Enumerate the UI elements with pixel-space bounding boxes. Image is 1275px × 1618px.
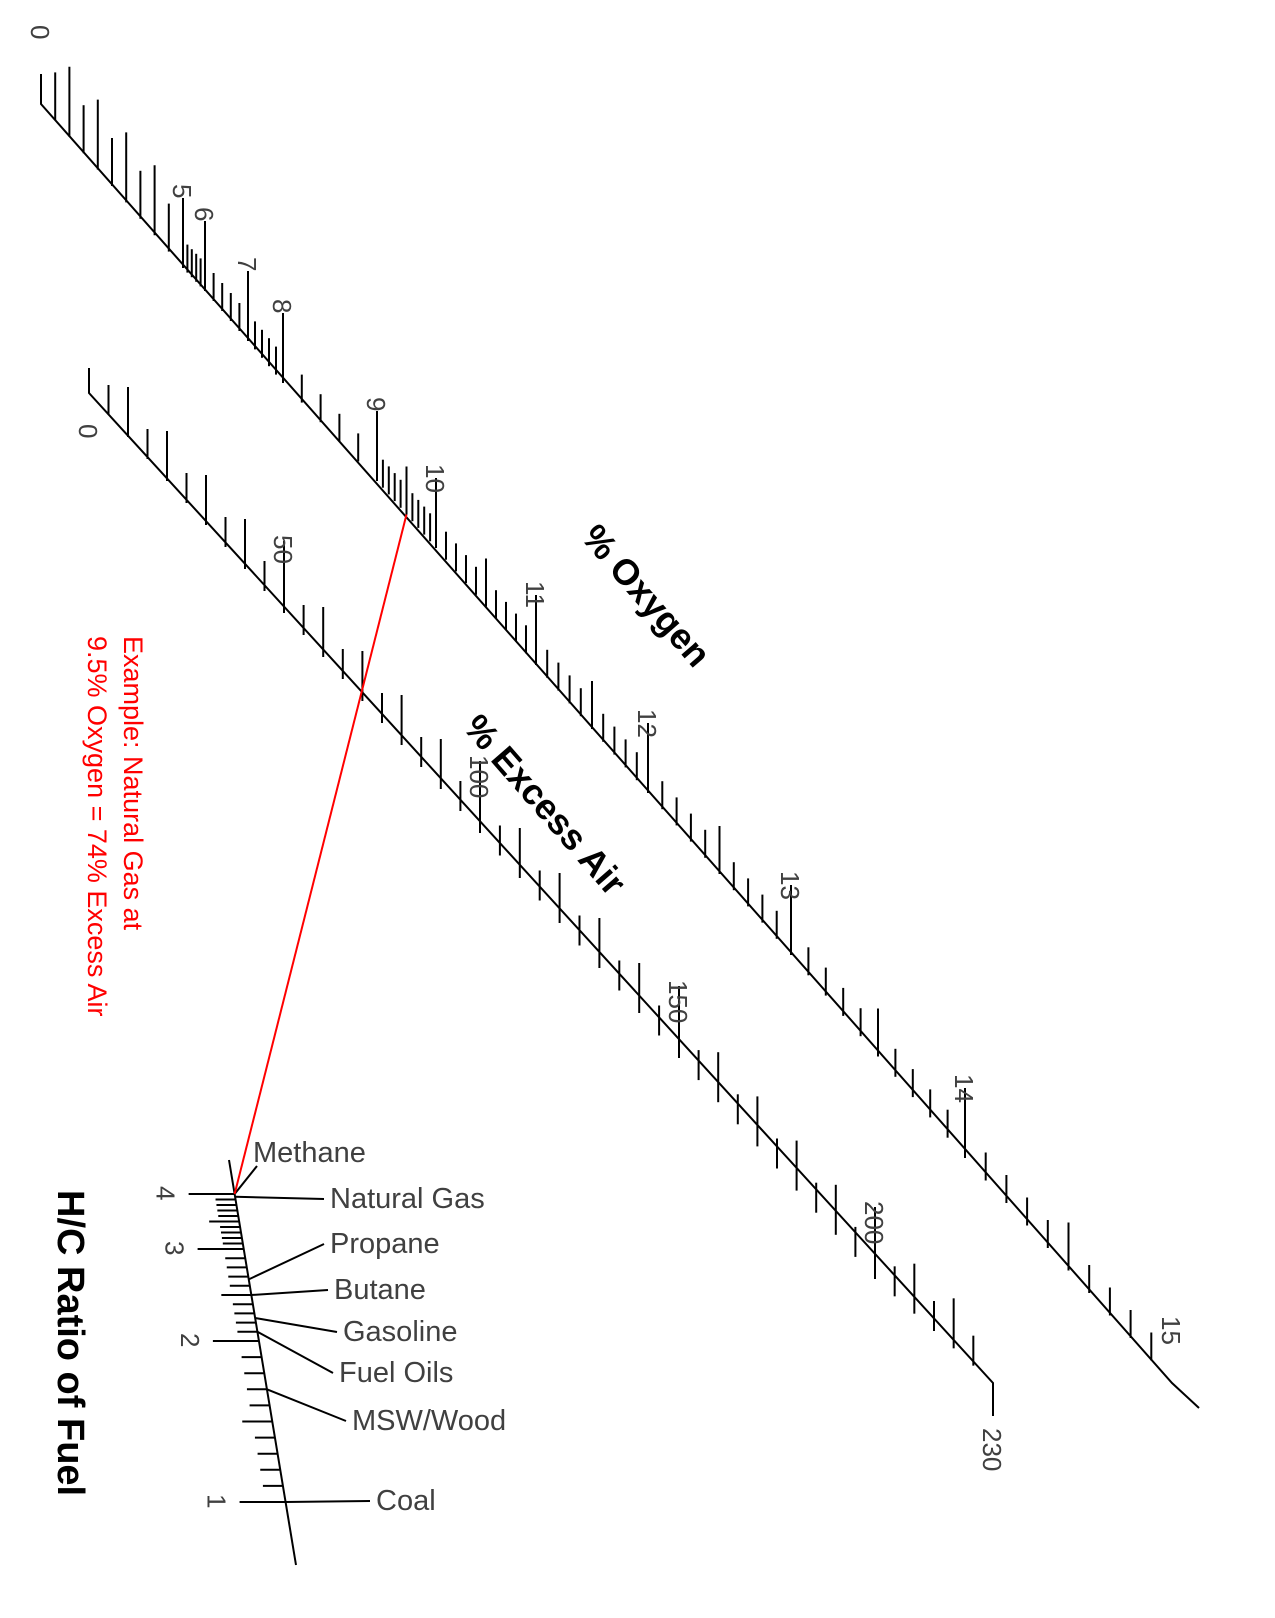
fuel-label: Butane	[334, 1274, 426, 1306]
oxygen-tick-label: 11	[520, 581, 550, 608]
excess-air-axis-line	[88, 368, 994, 1416]
hc-ratio-scale-title: H/C Ratio of Fuel	[49, 1190, 91, 1496]
hc-ratio-tick-label: 2	[175, 1333, 205, 1347]
fuel-leader-line	[251, 1289, 329, 1296]
excess-air-tick-label: 50	[268, 535, 298, 564]
example-text-line2: 9.5% Oxygen = 74% Excess Air	[82, 636, 112, 1016]
fuel-label: MSW/Wood	[352, 1405, 506, 1437]
fuel-leader-line	[233, 1165, 258, 1195]
example-text-line1: Example: Natural Gas at	[118, 636, 148, 931]
hc-ratio-tick-label: 1	[202, 1494, 232, 1508]
oxygen-scale-title: % Oxygen	[574, 516, 719, 674]
excess-air-tick-label: 0	[73, 424, 103, 438]
oxygen-tick-label: 14	[949, 1074, 979, 1103]
hc-ratio-tick-label: 3	[160, 1241, 190, 1255]
fuel-label: Natural Gas	[330, 1183, 485, 1215]
oxygen-tick-label: 12	[632, 709, 662, 738]
fuel-label: Gasoline	[343, 1316, 457, 1348]
hc-ratio-tick-label: 4	[151, 1186, 181, 1200]
fuel-label: Coal	[376, 1485, 436, 1517]
oxygen-tick-label: 9	[361, 397, 391, 411]
excess-air-tick-label: 150	[663, 980, 693, 1023]
oxygen-axis-line	[40, 74, 1200, 1409]
oxygen-tick-label: 0	[25, 25, 55, 39]
fuel-leader-line	[248, 1243, 325, 1281]
oxygen-tick-label: 13	[775, 871, 805, 900]
fuel-label: Methane	[253, 1137, 366, 1169]
excess-air-scale-title: % Excess Air	[456, 706, 634, 903]
oxygen-scale: 0 5 6 7 8 9 10 11 12 13 14 15	[25, 25, 1200, 1409]
hc-ratio-scale: 1 2 3 4 Methane Natural Gas Propane Butane Gasol…	[151, 1137, 506, 1566]
fuel-label: Propane	[330, 1228, 440, 1260]
excess-air-tick-label: 200	[859, 1201, 889, 1244]
example-line	[233, 514, 408, 1195]
excess-air-tick-label: 100	[464, 755, 494, 798]
fuel-leader-line	[266, 1388, 347, 1422]
oxygen-tick-label: 10	[420, 464, 450, 493]
fuel-leader-line	[256, 1330, 334, 1374]
oxygen-tick-label: 7	[232, 257, 262, 271]
example-line-group	[233, 514, 408, 1195]
fuel-leader-line	[235, 1195, 325, 1200]
fuel-leader-line	[285, 1500, 371, 1503]
oxygen-tick-label: 15	[1156, 1316, 1186, 1345]
fuel-label: Fuel Oils	[339, 1357, 453, 1389]
oxygen-tick-label: 8	[267, 299, 297, 313]
oxygen-tick-label: 5	[167, 184, 197, 198]
oxygen-tick-label: 6	[189, 207, 219, 221]
fuel-leader-line	[254, 1317, 338, 1333]
excess-air-scale: 0 50 100 150 200 230	[73, 368, 1007, 1471]
excess-air-tick-label: 230	[977, 1428, 1007, 1471]
hc-ratio-axis-line	[228, 1159, 297, 1566]
